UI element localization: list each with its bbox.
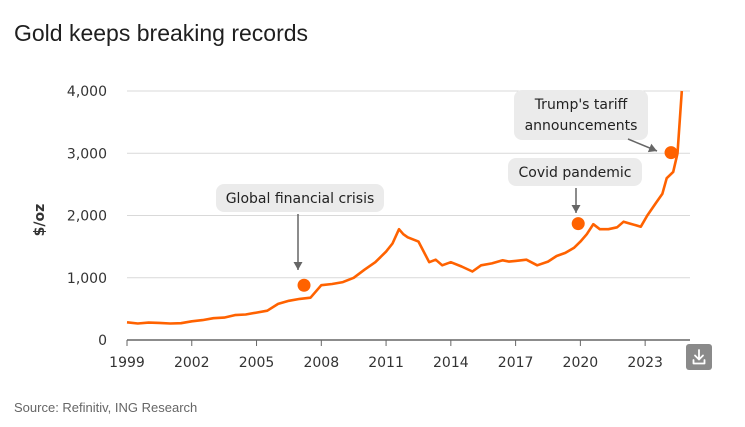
event-marker — [571, 217, 585, 231]
annotation-text: announcements — [525, 118, 638, 134]
annotation-arrowhead — [647, 143, 657, 153]
x-tick-label: 2023 — [627, 355, 663, 371]
annotation-text: Trump's tariff — [534, 97, 628, 113]
y-tick-label: 1,000 — [67, 271, 107, 287]
y-tick-labels: 0 1,000 2,000 3,000 4,000 — [67, 84, 107, 349]
x-tick-label: 2002 — [174, 355, 210, 371]
callout-box — [216, 184, 384, 212]
annotation-arrowhead — [571, 205, 581, 213]
x-tick-label: 2008 — [303, 355, 339, 371]
y-tick-label: 2,000 — [67, 209, 107, 225]
x-tick-label: 2005 — [239, 355, 275, 371]
download-button[interactable] — [686, 344, 712, 370]
event-marker — [297, 278, 311, 292]
x-tick-labels: 1999 2002 2005 2008 2011 2014 2017 2020 2023 — [109, 340, 663, 371]
chart-title: Gold keeps breaking records — [14, 20, 309, 46]
callout-box — [514, 90, 648, 140]
x-tick-label: 2011 — [368, 355, 404, 371]
x-tick-label: 1999 — [109, 355, 145, 371]
series-line-gold-price — [126, 90, 684, 325]
gold-price-chart: 0 1,000 2,000 3,000 4,000 1999 2002 2005 2008 20… — [32, 84, 690, 371]
annotation-text: Global financial crisis — [226, 191, 375, 207]
grid-lines — [127, 90, 690, 341]
y-tick-label: 3,000 — [67, 146, 107, 162]
x-tick-label: 2020 — [563, 355, 599, 371]
y-tick-label: 0 — [98, 333, 107, 349]
y-axis-label: $/oz — [32, 204, 48, 237]
annotation-callout: Covid pandemic — [508, 158, 642, 213]
annotation-callout: Global financial crisis — [216, 184, 384, 270]
annotation-arrowhead — [293, 262, 303, 270]
x-tick-label: 2017 — [498, 355, 534, 371]
annotation-text: Covid pandemic — [519, 165, 632, 181]
source-note: Source: Refinitiv, ING Research — [14, 400, 198, 415]
download-icon — [692, 349, 706, 365]
x-tick-label: 2014 — [433, 355, 469, 371]
y-tick-label: 4,000 — [67, 84, 107, 100]
annotation-callout: Trump's tariff announcements — [514, 90, 658, 153]
event-marker — [664, 146, 678, 160]
callout-box — [508, 158, 642, 186]
annotations: Global financial crisis Covid pandemic Tru… — [216, 90, 658, 270]
data-markers — [297, 146, 678, 292]
